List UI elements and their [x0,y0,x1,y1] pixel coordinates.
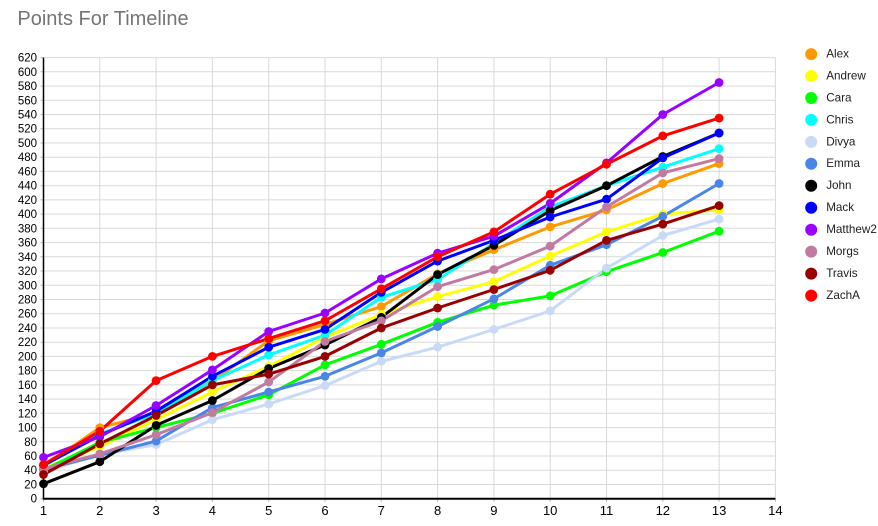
svg-text:180: 180 [18,366,37,378]
svg-text:300: 300 [18,280,37,292]
svg-text:14: 14 [768,503,782,518]
svg-text:2: 2 [96,503,103,518]
svg-text:80: 80 [24,437,37,449]
svg-text:420: 420 [18,195,37,207]
svg-text:12: 12 [656,503,670,518]
svg-text:3: 3 [152,503,159,518]
svg-text:260: 260 [18,309,37,321]
svg-text:5: 5 [265,503,272,518]
svg-text:60: 60 [24,451,37,463]
svg-text:380: 380 [18,223,37,235]
svg-text:4: 4 [209,503,216,518]
svg-text:620: 620 [18,53,37,65]
svg-text:100: 100 [18,423,37,435]
svg-text:Chris: Chris [826,113,853,126]
svg-text:0: 0 [31,494,37,506]
svg-text:580: 580 [18,81,37,93]
svg-text:160: 160 [18,380,37,392]
svg-text:6: 6 [321,503,328,518]
svg-text:400: 400 [18,209,37,221]
svg-text:1: 1 [40,503,47,518]
svg-text:ZachA: ZachA [826,289,860,302]
svg-text:520: 520 [18,124,37,136]
svg-text:11: 11 [600,503,614,518]
svg-text:480: 480 [18,152,37,164]
svg-text:120: 120 [18,408,37,420]
svg-text:200: 200 [18,351,37,363]
svg-text:Matthew2: Matthew2 [826,223,877,236]
svg-text:40: 40 [24,465,37,477]
svg-text:460: 460 [18,166,37,178]
svg-text:240: 240 [18,323,37,335]
svg-text:John: John [826,179,851,192]
svg-text:280: 280 [18,295,37,307]
svg-text:360: 360 [18,238,37,250]
svg-text:Travis: Travis [826,267,858,280]
svg-text:10: 10 [543,503,557,518]
svg-text:Emma: Emma [826,157,860,170]
svg-text:13: 13 [712,503,726,518]
svg-text:440: 440 [18,181,37,193]
svg-text:Cara: Cara [826,91,852,104]
svg-text:7: 7 [378,503,385,518]
svg-text:Mack: Mack [826,201,854,214]
svg-text:Divya: Divya [826,135,856,148]
svg-text:8: 8 [434,503,441,518]
svg-text:220: 220 [18,337,37,349]
svg-text:320: 320 [18,266,37,278]
svg-text:Points For Timeline: Points For Timeline [17,8,188,30]
svg-text:540: 540 [18,110,37,122]
svg-text:140: 140 [18,394,37,406]
svg-text:560: 560 [18,95,37,107]
svg-text:500: 500 [18,138,37,150]
svg-text:9: 9 [490,503,497,518]
svg-text:Alex: Alex [826,48,849,61]
svg-text:Andrew: Andrew [826,69,866,82]
svg-text:600: 600 [18,67,37,79]
svg-text:Morgs: Morgs [826,245,859,258]
svg-text:340: 340 [18,252,37,264]
svg-text:20: 20 [24,480,37,492]
